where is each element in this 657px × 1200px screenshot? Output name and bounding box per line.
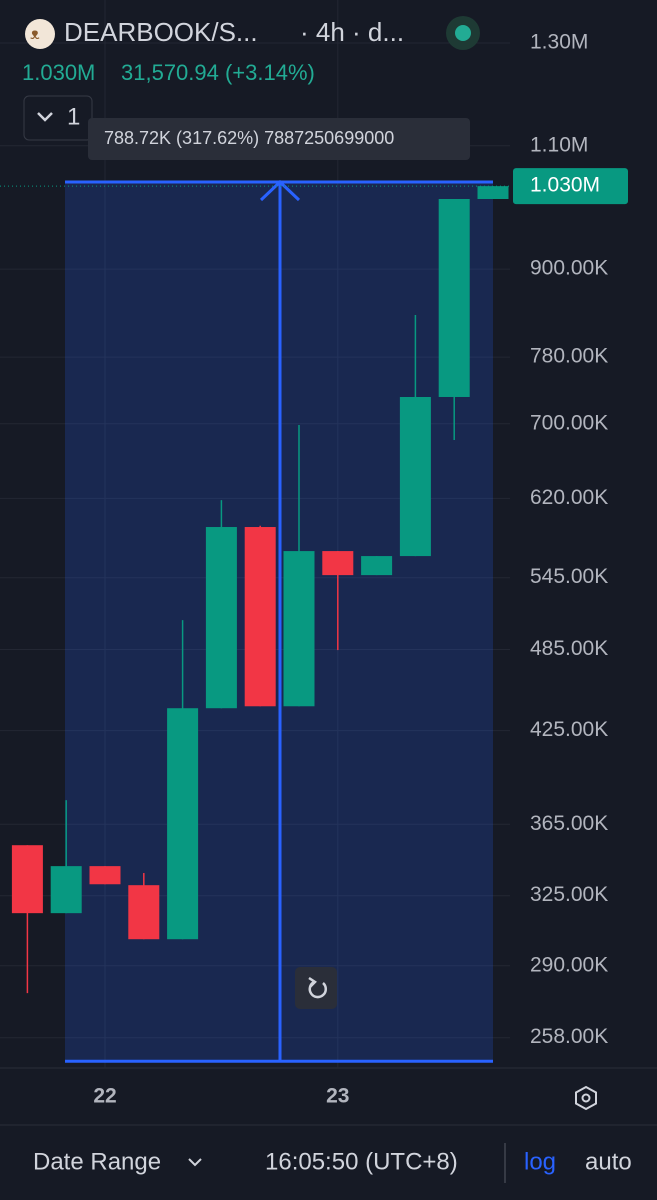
y-tick-label: 1.30M bbox=[530, 30, 588, 53]
measure-arrowhead bbox=[259, 179, 301, 202]
measure-tooltip bbox=[88, 118, 470, 160]
y-tick-label: 900.00K bbox=[530, 257, 608, 280]
candle-body bbox=[361, 556, 393, 576]
button-count[interactable]: 1 bbox=[67, 103, 80, 130]
auto-toggle[interactable]: auto bbox=[585, 1148, 632, 1175]
y-tick-label: 258.00K bbox=[530, 1025, 608, 1048]
y-tick-label: 290.00K bbox=[530, 953, 608, 976]
chevron bbox=[37, 112, 53, 122]
status-dot bbox=[455, 25, 471, 41]
date-range[interactable]: Date Range bbox=[33, 1148, 161, 1175]
y-tick-label: 1.10M bbox=[530, 133, 588, 156]
candle-body bbox=[477, 186, 509, 200]
collapse-button[interactable] bbox=[23, 95, 93, 141]
header-change: 31,570.94 (+3.14%) bbox=[121, 60, 315, 85]
y-tick-label: 620.00K bbox=[530, 486, 608, 509]
x-tick-label: 22 bbox=[93, 1085, 116, 1108]
y-tick-label: 545.00K bbox=[530, 565, 608, 588]
last-price-label: 1.030M bbox=[530, 174, 600, 197]
x-tick-label: 23 bbox=[326, 1085, 349, 1108]
candle-body bbox=[399, 396, 431, 557]
candle-body bbox=[50, 866, 82, 914]
symbol-icon bbox=[25, 19, 55, 49]
reset-arrow bbox=[308, 976, 317, 988]
settings-icon[interactable] bbox=[575, 1085, 597, 1111]
reset-button[interactable] bbox=[295, 967, 337, 1009]
date-range-chevron bbox=[188, 1158, 202, 1167]
interval: · 4h · d... bbox=[300, 17, 404, 47]
settings-icon-center bbox=[581, 1093, 591, 1103]
candle-body bbox=[128, 885, 160, 940]
measure-label: 788.72K (317.62%) 7887250699000 bbox=[104, 128, 394, 148]
last-price-tag bbox=[513, 168, 628, 205]
y-tick-label: 325.00K bbox=[530, 883, 608, 906]
candle-body bbox=[322, 551, 354, 576]
plot-area bbox=[0, 0, 657, 1069]
candle-body bbox=[89, 866, 121, 885]
candle-body bbox=[205, 527, 237, 709]
clock: 16:05:50 (UTC+8) bbox=[265, 1148, 458, 1175]
header-price: 1.030M bbox=[22, 60, 95, 85]
symbol: DEARBOOK/S... bbox=[64, 17, 258, 47]
candle-body bbox=[244, 527, 276, 707]
y-tick-label: 780.00K bbox=[530, 345, 608, 368]
y-tick-label: 425.00K bbox=[530, 718, 608, 741]
y-tick-label: 700.00K bbox=[530, 411, 608, 434]
y-tick-label: 485.00K bbox=[530, 637, 608, 660]
candle-body bbox=[438, 199, 470, 397]
deer-glyph: ᴥ bbox=[30, 26, 40, 43]
y-tick-label: 365.00K bbox=[530, 812, 608, 835]
candle-body bbox=[283, 551, 315, 707]
log-toggle[interactable]: log bbox=[524, 1148, 556, 1175]
candle-body bbox=[11, 845, 43, 914]
candle-body bbox=[167, 708, 199, 940]
